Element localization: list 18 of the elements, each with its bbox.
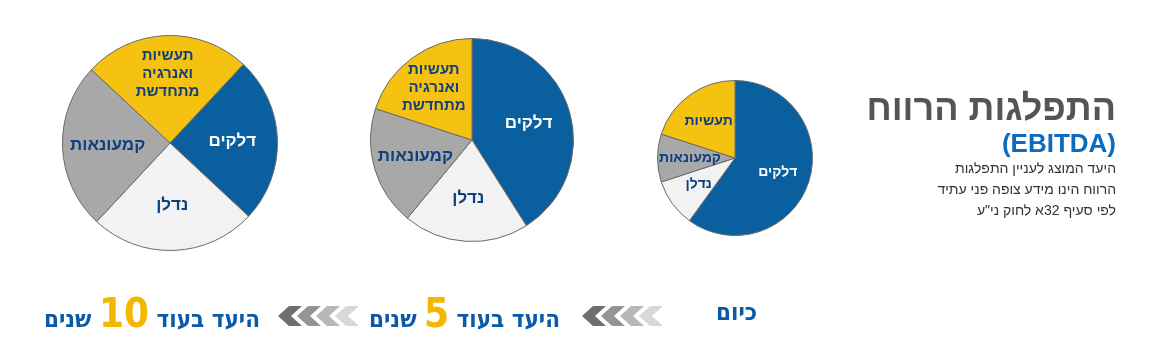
text: הרווח הינו מידע צופה פני עתיד (936, 180, 1116, 199)
text: התפלגות הרווח (866, 87, 1116, 128)
slice-label: קמעונאות (377, 146, 454, 166)
text: לפי סעיף 32א לחוק ני"ע (975, 201, 1116, 220)
slice-label: קמעונאות (70, 134, 146, 154)
slice-label: נדלן (156, 195, 189, 214)
slice-label: דלקים (208, 130, 257, 150)
slice-label: תעשיות ואנרגיה מתחדשת (401, 59, 466, 113)
slice-label: תעשיות (684, 112, 733, 129)
text: (EBITDA) (1000, 128, 1116, 158)
text: כיום (715, 298, 757, 326)
text: היעד המוצג לעניין התפלגות (954, 159, 1116, 178)
slice-label: קמעונאות (659, 148, 722, 165)
slice-label: נדלן (452, 188, 485, 208)
slice-label: דלקים (504, 113, 553, 133)
slice-label: נדלן (685, 175, 712, 192)
slice-label: תעשיות ואנרגיה מתחדשת (135, 46, 200, 100)
slice-label: דלקים (758, 162, 798, 179)
